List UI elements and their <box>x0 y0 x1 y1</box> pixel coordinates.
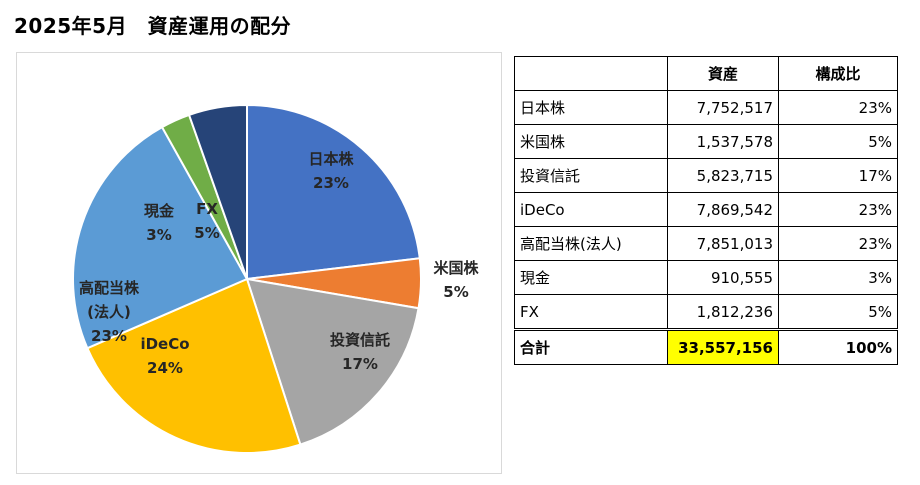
row-ratio: 5% <box>778 124 898 159</box>
slice-label-line: 3% <box>146 226 171 244</box>
slice-label-line: 日本株 <box>308 150 354 168</box>
table-row: FX 1,812,236 5% <box>514 294 898 330</box>
row-name: iDeCo <box>514 192 668 227</box>
slice-label-line: 5% <box>443 283 468 301</box>
row-ratio: 17% <box>778 158 898 193</box>
pie-slice-6 <box>187 103 248 280</box>
slice-label-line: FX <box>196 200 218 218</box>
table-row: 投資信託 5,823,715 17% <box>514 158 898 193</box>
slice-label-6: FX 5% <box>194 200 219 242</box>
row-amount: 910,555 <box>667 260 779 295</box>
row-name: 米国株 <box>514 124 668 159</box>
slice-label-line: iDeCo <box>140 335 189 353</box>
row-name: 高配当株(法人) <box>514 226 668 261</box>
pie-slice-4 <box>72 125 249 350</box>
row-name: FX <box>514 294 668 330</box>
asset-table: 資産 構成比 日本株 7,752,517 23% 米国株 1,537,578 5… <box>514 56 898 365</box>
slice-label-line: 24% <box>147 359 183 377</box>
slice-label-line: 現金 <box>144 202 175 220</box>
row-ratio: 23% <box>778 90 898 125</box>
table-row: 高配当株(法人) 7,851,013 23% <box>514 226 898 261</box>
row-ratio: 23% <box>778 226 898 261</box>
row-amount: 7,869,542 <box>667 192 779 227</box>
row-amount: 7,851,013 <box>667 226 779 261</box>
row-ratio: 3% <box>778 260 898 295</box>
slice-label-1: 米国株 5% <box>433 259 479 301</box>
header-cell-amount: 資産 <box>667 56 779 91</box>
table-row: iDeCo 7,869,542 23% <box>514 192 898 227</box>
slice-label-line: 5% <box>194 224 219 242</box>
row-ratio: 5% <box>778 294 898 330</box>
table-row: 日本株 7,752,517 23% <box>514 90 898 125</box>
row-ratio: 23% <box>778 192 898 227</box>
slice-label-0: 日本株 23% <box>308 150 354 192</box>
pie-slice-3 <box>86 277 302 455</box>
slice-label-line: 米国株 <box>433 259 479 277</box>
slice-label-line: 17% <box>342 355 378 373</box>
header-cell-name <box>514 56 668 91</box>
table-header-row: 資産 構成比 <box>514 56 898 91</box>
slice-label-5: 現金 3% <box>144 202 175 244</box>
row-name: 投資信託 <box>514 158 668 193</box>
table-row: 米国株 1,537,578 5% <box>514 124 898 159</box>
pie-slice-2 <box>245 277 420 446</box>
slice-label-2: 投資信託 17% <box>330 331 390 373</box>
pie-chart-svg: 日本株 23% 米国株 5% 投資信託 17% iDeCo 24% 高配当株 (法人) 23% 現金 3… <box>72 103 479 455</box>
table-total-row: 合計 33,557,156 100% <box>514 328 898 365</box>
slice-label-line: 23% <box>91 327 127 345</box>
slice-label-line: (法人) <box>87 303 131 321</box>
table-row: 現金 910,555 3% <box>514 260 898 295</box>
row-amount: 1,812,236 <box>667 294 779 330</box>
slice-label-4: 高配当株 (法人) 23% <box>79 279 140 345</box>
pie-chart: 日本株 23% 米国株 5% 投資信託 17% iDeCo 24% 高配当株 (法人) 23% 現金 3… <box>16 52 502 474</box>
total-name: 合計 <box>514 328 668 365</box>
row-amount: 7,752,517 <box>667 90 779 125</box>
slice-label-line: 23% <box>313 174 349 192</box>
total-amount: 33,557,156 <box>667 328 779 365</box>
page-title: 2025年5月 資産運用の配分 <box>14 14 292 38</box>
slice-label-3: iDeCo 24% <box>140 335 189 377</box>
row-name: 現金 <box>514 260 668 295</box>
slice-label-line: 高配当株 <box>79 279 140 297</box>
row-name: 日本株 <box>514 90 668 125</box>
slice-label-line: 投資信託 <box>330 331 390 349</box>
total-ratio: 100% <box>778 328 898 365</box>
pie-slice-0 <box>246 103 421 281</box>
row-amount: 5,823,715 <box>667 158 779 193</box>
header-cell-ratio: 構成比 <box>778 56 898 91</box>
row-amount: 1,537,578 <box>667 124 779 159</box>
